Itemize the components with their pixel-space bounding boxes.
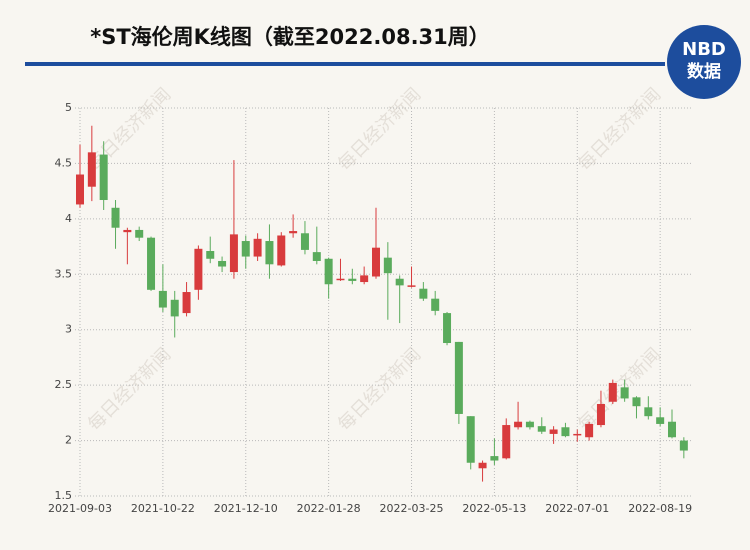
candle-body: [277, 235, 286, 266]
y-tick-label: 3: [65, 323, 72, 336]
candle-body: [372, 247, 380, 277]
x-tick-label: 2021-12-10: [214, 502, 278, 515]
candle-body: [490, 456, 499, 461]
candle-body: [561, 427, 570, 437]
candle-body: [407, 285, 416, 287]
candle-body: [123, 229, 132, 233]
candle-body: [229, 234, 238, 273]
candle-body: [419, 288, 428, 299]
candle-body: [360, 275, 369, 283]
candle-body: [253, 238, 262, 257]
candle-body: [170, 299, 179, 317]
x-tick-label: 2021-09-03: [48, 502, 112, 515]
y-tick-label: 1.5: [55, 489, 73, 502]
y-tick-label: 3.5: [55, 267, 73, 280]
candle-body: [644, 407, 653, 417]
x-tick-label: 2022-03-25: [380, 502, 444, 515]
candle-body: [147, 237, 156, 290]
candle-body: [336, 278, 345, 281]
candle-body: [158, 290, 167, 308]
x-tick-label: 2022-08-19: [628, 502, 692, 515]
logo-text: NBD: [682, 39, 726, 60]
candle-body: [585, 423, 594, 438]
chart-title: *ST海伦周K线图（截至2022.08.31周）: [90, 25, 490, 49]
candle-body: [265, 241, 274, 265]
logo-subtitle: 数据: [687, 61, 721, 82]
candle-body: [608, 382, 617, 402]
candle-body: [525, 421, 534, 428]
candle-body: [596, 403, 605, 426]
candle-body: [87, 152, 96, 187]
y-tick-label: 4.5: [55, 156, 73, 169]
candle-body: [656, 417, 665, 424]
x-tick-label: 2021-10-22: [131, 502, 195, 515]
y-tick-label: 4: [65, 212, 72, 225]
candle-body: [99, 154, 108, 201]
candle-body: [632, 397, 641, 407]
candle-body: [241, 241, 250, 257]
candle-body: [135, 229, 144, 238]
candle-body: [182, 292, 191, 314]
candle-body: [620, 387, 629, 399]
title-rule: [25, 62, 665, 66]
candle-body: [324, 258, 333, 285]
candle-body: [348, 278, 357, 281]
candle-body: [300, 233, 309, 250]
candle-body: [383, 257, 392, 274]
candle-body: [514, 421, 523, 428]
candle-body: [502, 425, 511, 459]
y-tick-label: 2.5: [55, 378, 73, 391]
candle-body: [206, 251, 215, 259]
x-tick-label: 2022-07-01: [545, 502, 609, 515]
y-tick-label: 5: [65, 101, 72, 114]
candle-body: [466, 416, 475, 463]
candle-body: [549, 429, 558, 434]
candle-body: [218, 260, 227, 267]
candle-body: [431, 298, 440, 311]
candle-body: [679, 440, 688, 451]
candle-body: [289, 231, 298, 234]
candle-body: [537, 426, 546, 432]
candle-body: [194, 248, 203, 290]
candle-body: [312, 252, 321, 261]
x-tick-label: 2022-01-28: [297, 502, 361, 515]
y-tick-label: 2: [65, 434, 72, 447]
candle-body: [395, 278, 404, 286]
candle-body: [76, 174, 84, 205]
candle-body: [454, 341, 463, 414]
candle-body: [668, 421, 676, 438]
x-tick-label: 2022-05-13: [462, 502, 526, 515]
candle-body: [478, 462, 487, 469]
candle-body: [443, 313, 452, 344]
logo-badge: [667, 25, 741, 99]
candle-body: [111, 207, 120, 228]
candle-body: [573, 433, 582, 436]
